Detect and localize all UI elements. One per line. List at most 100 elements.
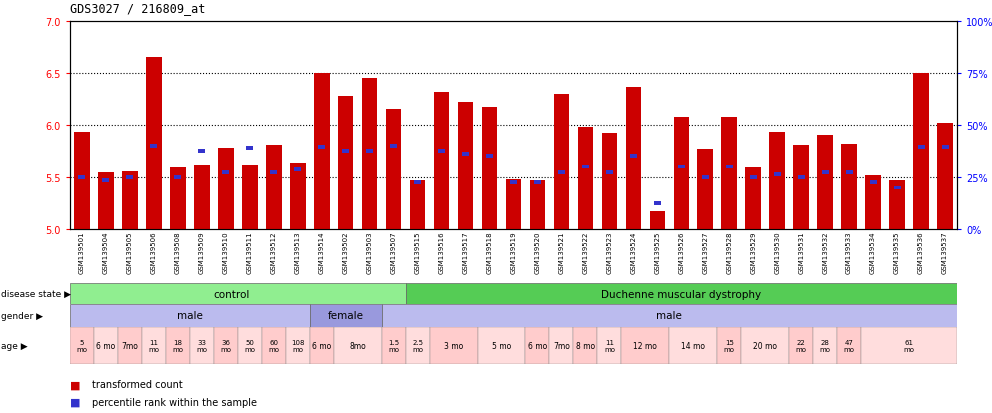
Bar: [342, 150, 349, 154]
Bar: [74, 133, 90, 230]
Bar: [550, 327, 573, 364]
Bar: [462, 153, 469, 157]
Bar: [242, 165, 258, 230]
Bar: [270, 171, 278, 174]
Text: 11
mo: 11 mo: [604, 339, 615, 352]
Text: 33
mo: 33 mo: [196, 339, 207, 352]
Bar: [678, 165, 684, 169]
Text: 6 mo: 6 mo: [96, 341, 116, 350]
Bar: [246, 147, 253, 150]
Bar: [70, 283, 406, 304]
Text: 18
mo: 18 mo: [173, 339, 184, 352]
Bar: [318, 146, 325, 149]
Bar: [286, 327, 310, 364]
Text: 6 mo: 6 mo: [312, 341, 331, 350]
Bar: [770, 133, 785, 230]
Bar: [813, 327, 837, 364]
Text: control: control: [213, 289, 250, 299]
Bar: [861, 327, 957, 364]
Bar: [914, 74, 929, 230]
Bar: [841, 145, 857, 230]
Bar: [434, 93, 449, 230]
Text: female: female: [327, 311, 364, 321]
Bar: [654, 202, 661, 205]
Bar: [817, 136, 833, 230]
Text: 1.5
mo: 1.5 mo: [388, 339, 399, 352]
Bar: [122, 171, 138, 230]
Bar: [222, 171, 229, 174]
Bar: [98, 172, 114, 230]
Text: 5 mo: 5 mo: [492, 341, 511, 350]
Bar: [918, 146, 925, 149]
Bar: [266, 145, 282, 230]
Bar: [621, 327, 670, 364]
Bar: [721, 117, 737, 230]
Bar: [189, 327, 214, 364]
Bar: [794, 145, 808, 230]
Bar: [486, 155, 493, 159]
Text: 15
mo: 15 mo: [724, 339, 735, 352]
Bar: [650, 212, 665, 230]
Bar: [430, 327, 477, 364]
Text: 47
mo: 47 mo: [843, 339, 855, 352]
Text: 22
mo: 22 mo: [796, 339, 806, 352]
Bar: [94, 327, 118, 364]
Bar: [937, 123, 952, 230]
Bar: [577, 128, 593, 230]
Text: 2.5
mo: 2.5 mo: [412, 339, 424, 352]
Bar: [701, 176, 709, 179]
Bar: [597, 327, 621, 364]
Text: 28
mo: 28 mo: [819, 339, 830, 352]
Bar: [166, 327, 189, 364]
Text: Duchenne muscular dystrophy: Duchenne muscular dystrophy: [601, 289, 762, 299]
Bar: [198, 150, 205, 154]
Bar: [790, 327, 813, 364]
Bar: [630, 155, 637, 159]
Text: 7mo: 7mo: [553, 341, 569, 350]
Bar: [214, 327, 238, 364]
Bar: [382, 304, 957, 327]
Text: 60
mo: 60 mo: [268, 339, 280, 352]
Bar: [262, 327, 286, 364]
Text: 61
mo: 61 mo: [904, 339, 915, 352]
Text: 3 mo: 3 mo: [444, 341, 463, 350]
Bar: [406, 327, 430, 364]
Bar: [382, 327, 406, 364]
Text: age ▶: age ▶: [1, 341, 28, 350]
Bar: [745, 167, 761, 230]
Bar: [821, 171, 828, 174]
Bar: [142, 327, 166, 364]
Text: transformed count: transformed count: [92, 380, 183, 389]
Bar: [151, 145, 158, 148]
Bar: [482, 108, 497, 230]
Bar: [774, 173, 781, 176]
Bar: [438, 150, 445, 154]
Text: 5
mo: 5 mo: [76, 339, 87, 352]
Bar: [506, 180, 521, 230]
Bar: [333, 327, 382, 364]
Text: 50
mo: 50 mo: [244, 339, 255, 352]
Bar: [386, 110, 402, 230]
Bar: [457, 103, 473, 230]
Bar: [670, 327, 717, 364]
Bar: [102, 179, 109, 183]
Text: 12 mo: 12 mo: [634, 341, 658, 350]
Bar: [726, 165, 733, 169]
Bar: [530, 180, 546, 230]
Text: male: male: [657, 311, 682, 321]
Bar: [601, 134, 617, 230]
Bar: [889, 180, 905, 230]
Bar: [194, 165, 209, 230]
Bar: [170, 167, 186, 230]
Text: ■: ■: [70, 397, 80, 407]
Text: 14 mo: 14 mo: [682, 341, 705, 350]
Text: disease state ▶: disease state ▶: [1, 289, 71, 298]
Bar: [941, 146, 948, 149]
Bar: [741, 327, 790, 364]
Bar: [865, 176, 881, 230]
Text: gender ▶: gender ▶: [1, 311, 43, 320]
Bar: [238, 327, 262, 364]
Bar: [338, 97, 353, 230]
Bar: [582, 165, 589, 169]
Bar: [554, 95, 569, 230]
